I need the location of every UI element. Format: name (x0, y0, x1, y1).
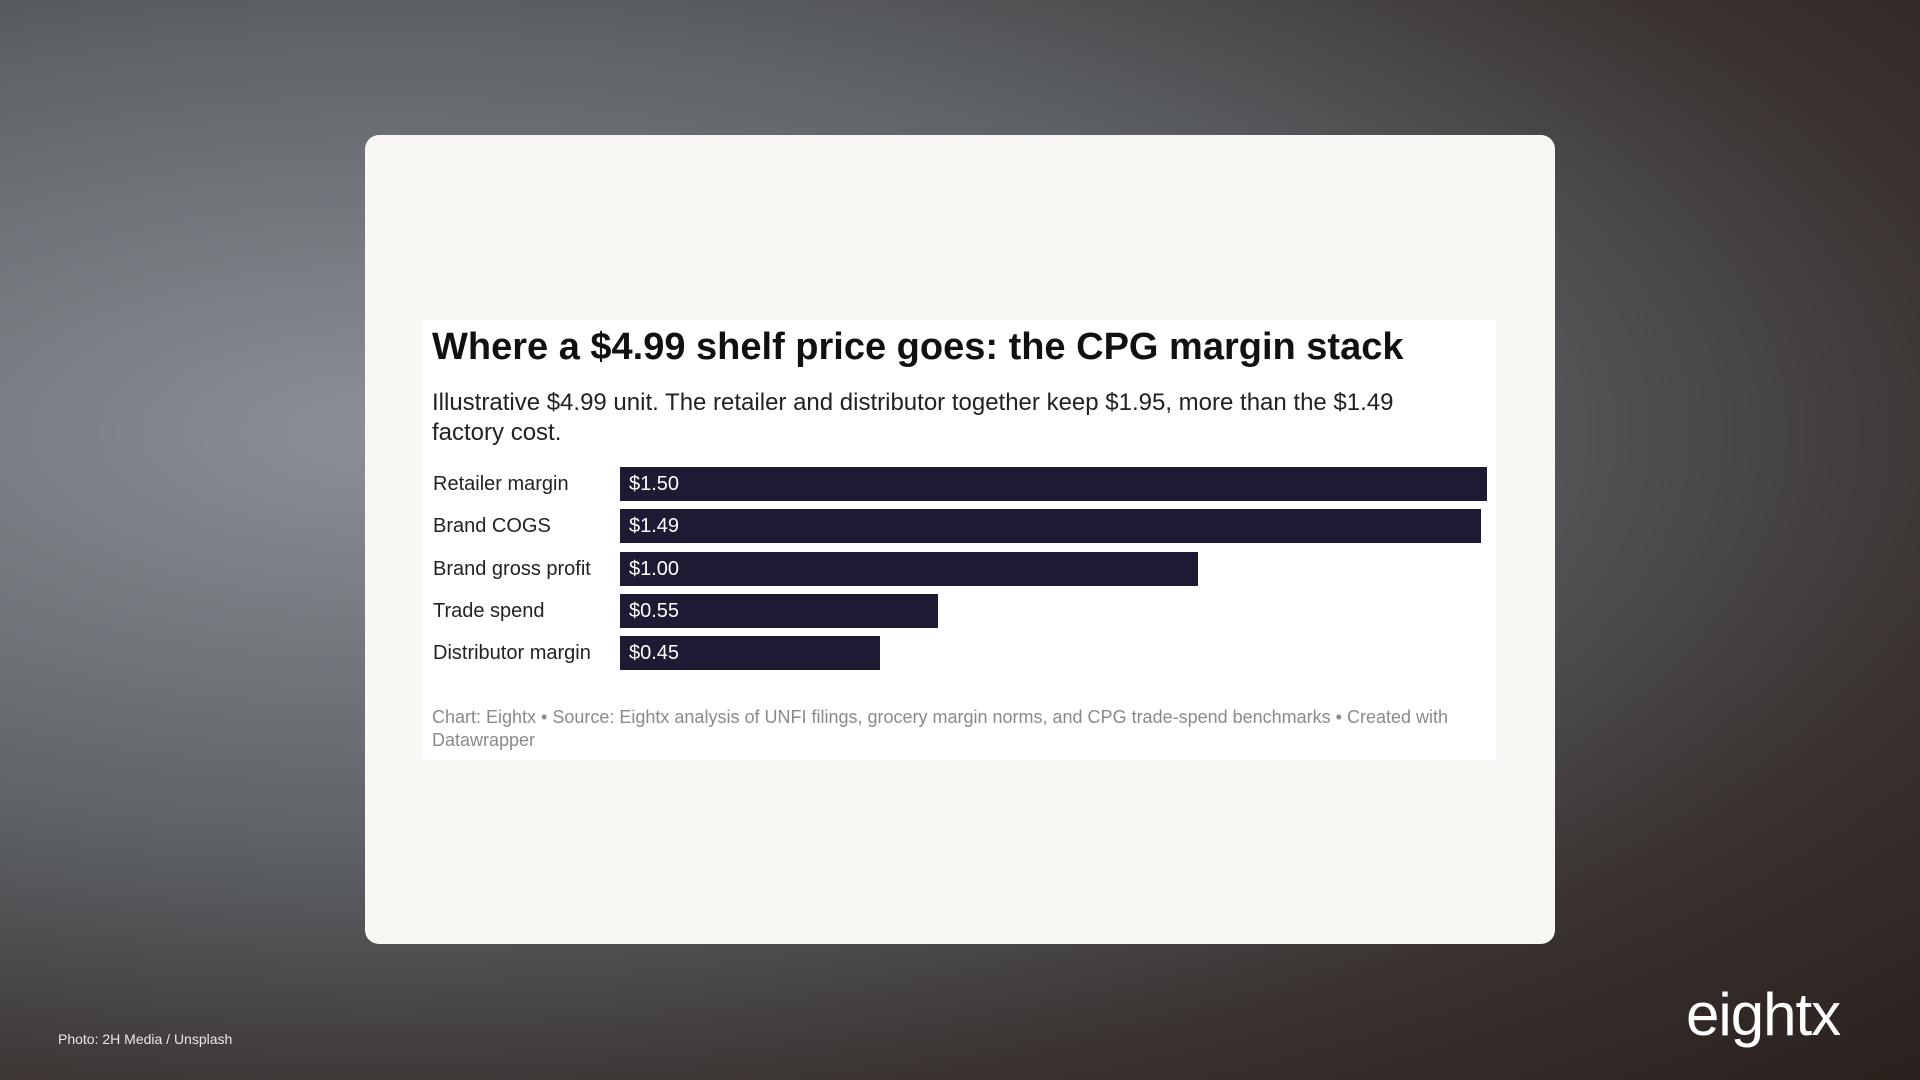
logo: eightx (1686, 981, 1841, 1048)
category-label: Trade spend (433, 599, 545, 622)
bar (620, 636, 881, 671)
bar (620, 551, 1198, 586)
bar (620, 593, 938, 628)
photo-credit: Photo: 2H Media / Unsplash (58, 1031, 233, 1047)
category-label: Distributor margin (433, 642, 591, 665)
chart-title: Where a $4.99 shelf price goes: the CPG … (432, 326, 1404, 368)
value-label: $1.00 (629, 557, 680, 580)
bar (620, 509, 1482, 544)
category-label: Brand gross profit (433, 557, 591, 580)
bar (620, 467, 1487, 501)
value-label: $1.49 (629, 515, 680, 538)
value-label: $0.55 (629, 599, 680, 622)
category-label: Brand COGS (433, 515, 551, 538)
chart-subtitle: Illustrative $4.99 unit. The retailer an… (432, 389, 1394, 446)
chart-footer: Chart: Eightx • Source: Eightx analysis … (432, 707, 1449, 750)
value-label: $1.50 (629, 473, 680, 495)
category-label: Retailer margin (433, 473, 569, 495)
value-label: $0.45 (629, 642, 680, 665)
